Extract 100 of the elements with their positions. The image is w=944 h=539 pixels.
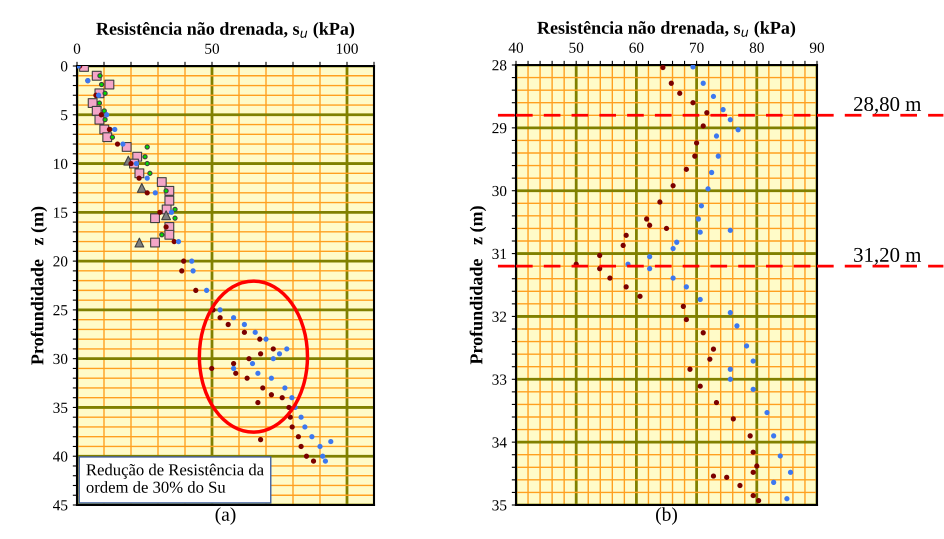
point xyxy=(624,232,629,238)
point xyxy=(193,288,198,293)
point xyxy=(320,454,326,459)
point xyxy=(716,154,721,159)
point xyxy=(263,336,269,342)
point xyxy=(748,433,753,438)
point xyxy=(156,177,167,188)
point xyxy=(724,474,730,480)
point xyxy=(157,210,162,215)
point xyxy=(88,98,98,108)
x-tick-label: 90 xyxy=(810,42,824,53)
point xyxy=(670,246,676,252)
point xyxy=(730,416,736,422)
point xyxy=(710,346,716,352)
point xyxy=(597,252,602,258)
point xyxy=(242,330,247,335)
point xyxy=(310,458,316,464)
point xyxy=(176,239,182,244)
point xyxy=(252,330,258,335)
point xyxy=(660,65,666,70)
y-axis-title: Profundidade z (m) xyxy=(470,206,486,364)
x-axis-title: Resistência não drenada, s$_{u}$ (kPa) xyxy=(537,20,796,38)
point xyxy=(164,196,174,206)
point xyxy=(134,168,144,178)
point xyxy=(258,437,264,442)
y-tick-label: 30 xyxy=(492,186,506,196)
point xyxy=(710,473,716,479)
point xyxy=(255,370,260,376)
point xyxy=(657,199,662,205)
point xyxy=(607,275,613,281)
point xyxy=(102,108,107,114)
point xyxy=(705,186,711,192)
point xyxy=(714,133,720,139)
point xyxy=(728,117,733,122)
point xyxy=(290,424,295,430)
point xyxy=(144,144,150,150)
point xyxy=(694,140,700,146)
point xyxy=(637,294,643,299)
point xyxy=(102,90,108,96)
point xyxy=(244,376,250,381)
point xyxy=(242,322,247,328)
point xyxy=(181,258,186,264)
y-tick-label: 30 xyxy=(53,354,68,364)
point xyxy=(710,94,716,100)
point xyxy=(136,176,142,181)
point xyxy=(161,210,172,220)
point xyxy=(317,444,323,450)
point xyxy=(112,126,118,132)
x-tick-label: 40 xyxy=(508,42,524,53)
point xyxy=(734,323,740,328)
point xyxy=(172,239,177,244)
y-tick-label: 35 xyxy=(492,500,506,510)
point xyxy=(309,434,314,440)
text: (b) xyxy=(656,507,677,525)
x-tick-label: 50 xyxy=(205,44,220,54)
y-tick-label: 20 xyxy=(53,256,68,267)
point xyxy=(670,183,676,188)
point xyxy=(684,284,689,290)
point xyxy=(750,386,756,392)
y-tick-label: 0 xyxy=(60,61,68,72)
y-tick-label: 28 xyxy=(492,60,506,70)
x-tick-label: 100 xyxy=(336,44,358,54)
point xyxy=(728,310,733,316)
y-tick-label: 33 xyxy=(492,374,506,385)
point xyxy=(750,450,756,455)
y-tick-label: 29 xyxy=(492,123,506,134)
point xyxy=(226,322,231,328)
point xyxy=(144,190,150,196)
point xyxy=(302,424,308,430)
x-tick-label: 60 xyxy=(629,42,644,53)
point xyxy=(168,210,174,215)
x-axis-title: Resistência não drenada, s$_{u}$ (kPa) xyxy=(96,22,354,39)
point xyxy=(179,268,184,274)
point xyxy=(668,80,674,86)
point xyxy=(144,160,150,166)
point xyxy=(647,266,652,272)
point xyxy=(233,370,238,376)
point xyxy=(698,296,703,302)
point xyxy=(698,230,703,235)
x-tick-label: 50 xyxy=(569,42,584,53)
point xyxy=(104,80,114,90)
point xyxy=(152,190,158,196)
point xyxy=(172,216,178,221)
point xyxy=(736,127,741,132)
point xyxy=(737,482,743,488)
y-tick-label: 5 xyxy=(61,110,68,120)
point xyxy=(260,385,266,391)
point xyxy=(700,330,706,336)
point xyxy=(97,73,103,78)
ref-line-label: 31,20 m xyxy=(854,248,922,265)
point xyxy=(696,216,702,222)
point xyxy=(298,444,304,450)
point xyxy=(150,213,160,224)
point xyxy=(231,366,236,372)
point xyxy=(707,356,712,362)
point xyxy=(98,82,104,88)
point xyxy=(692,154,698,159)
point xyxy=(687,366,693,372)
point xyxy=(728,376,733,382)
point xyxy=(690,100,696,106)
